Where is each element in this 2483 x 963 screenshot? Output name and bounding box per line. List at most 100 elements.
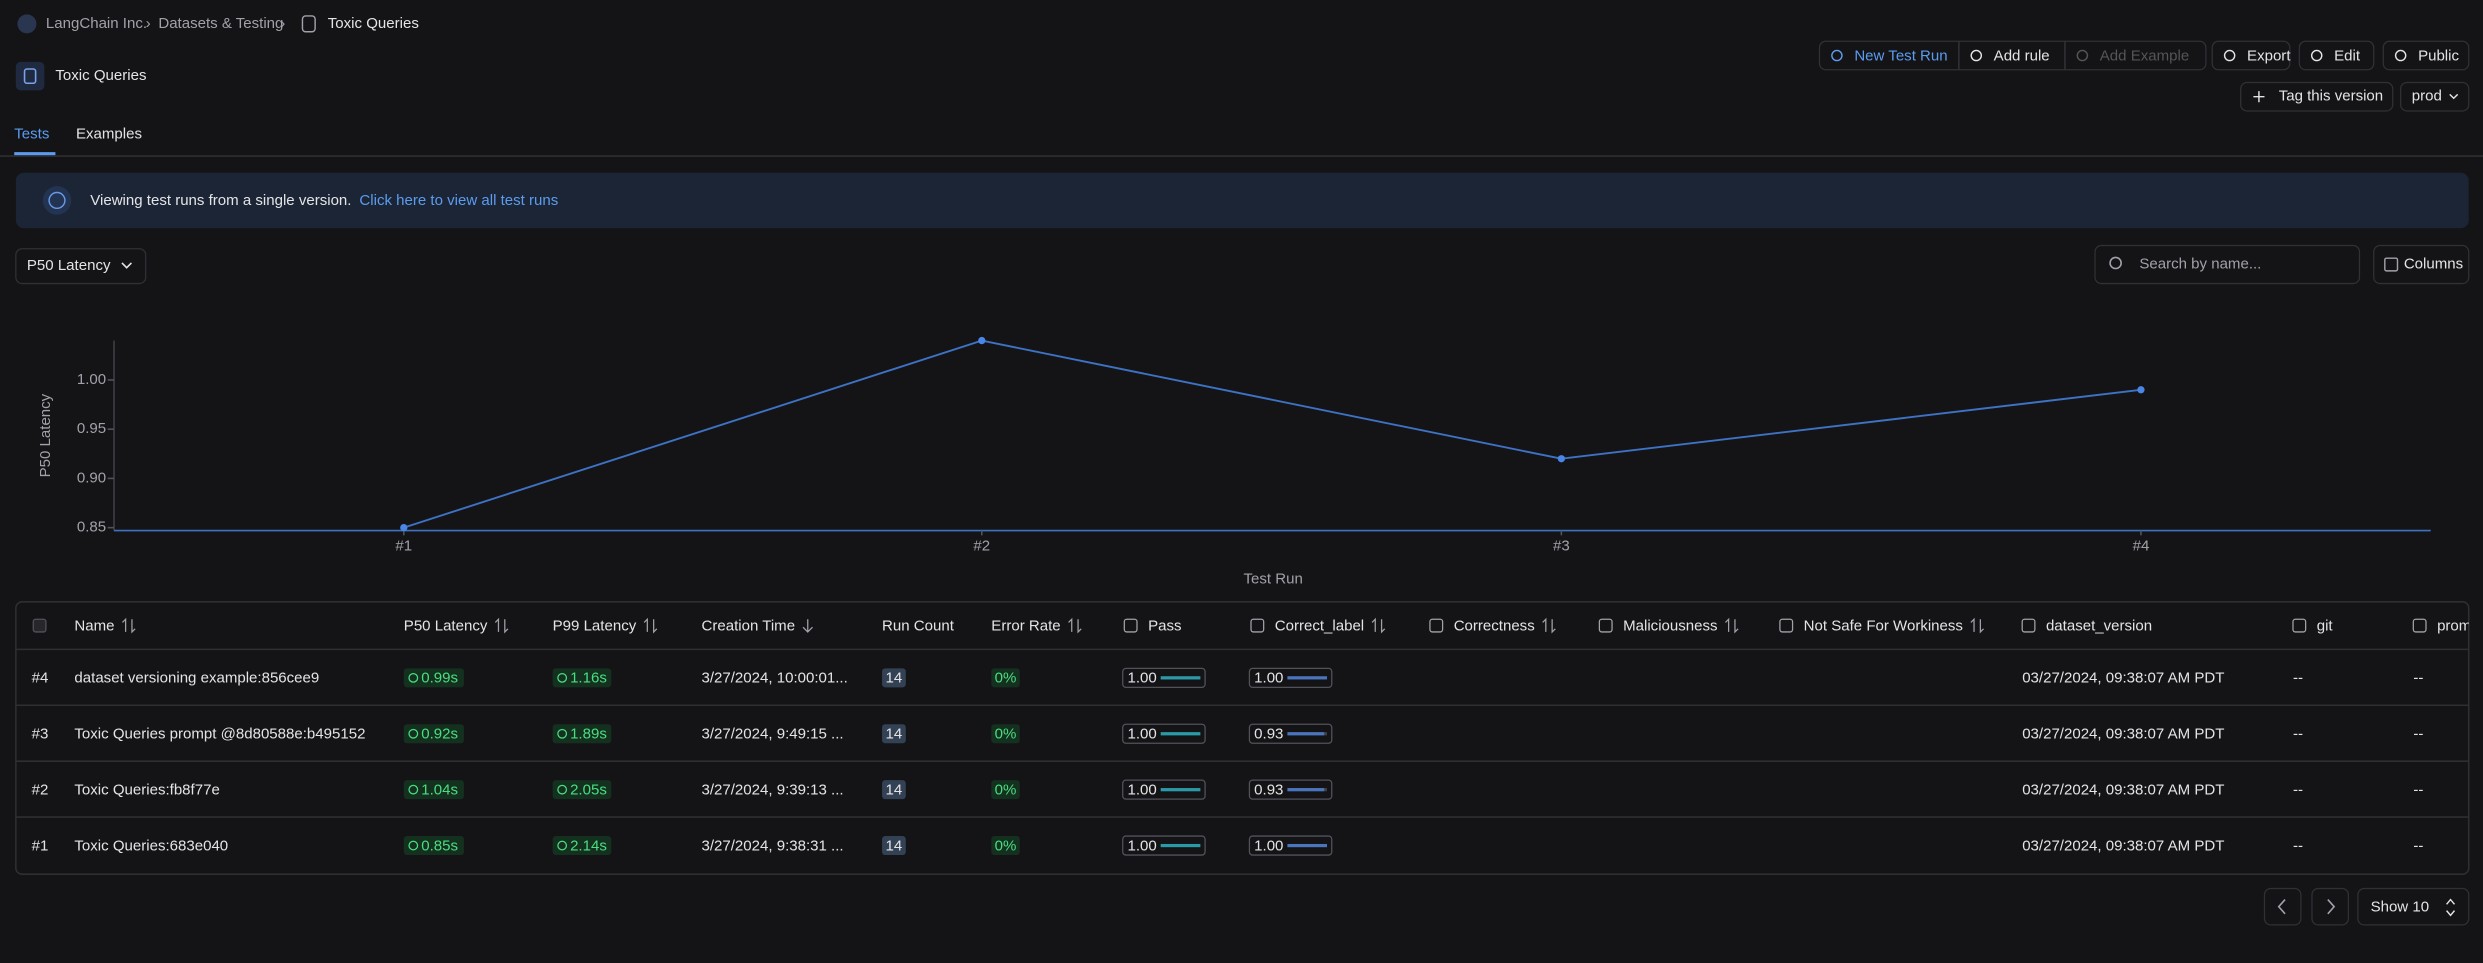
latency-badge <box>552 780 612 800</box>
column-icon <box>2292 618 2307 633</box>
page-arrow <box>2277 899 2286 915</box>
tag-select[interactable] <box>2400 81 2470 112</box>
chevron <box>121 262 132 269</box>
score-label: 1.00 <box>1127 781 1156 798</box>
page-button[interactable] <box>2263 887 2302 926</box>
column-header[interactable]: Pass <box>1148 617 1181 634</box>
table-body: Name P50 Latency P99 Latency Creation Time R… <box>15 617 2483 856</box>
run-count: 14 <box>886 726 903 743</box>
tag-button[interactable] <box>2240 81 2394 112</box>
column-header[interactable]: Correctness <box>1454 617 1535 634</box>
page-size[interactable] <box>2357 887 2470 926</box>
columns-label: Columns <box>2404 256 2463 273</box>
action-icon <box>1970 49 1983 62</box>
org-logo <box>17 14 37 34</box>
action-label[interactable]: Add rule <box>1994 47 2050 64</box>
sort-icon <box>1068 617 1082 634</box>
y-tick-label: 0.95 <box>77 420 106 437</box>
point <box>978 336 986 345</box>
tab[interactable]: Tests <box>14 126 49 143</box>
cell: -- <box>2413 837 2423 854</box>
column-header[interactable]: Maliciousness <box>1623 617 1717 634</box>
latency-value: 1.16s <box>570 670 607 687</box>
column-header[interactable]: Name <box>74 617 114 634</box>
banner-text: Viewing test runs from a single version. <box>90 192 351 209</box>
count-badge <box>882 724 906 744</box>
info-banner <box>15 172 2469 229</box>
score-box <box>1248 667 1333 688</box>
metric-select[interactable] <box>15 248 147 285</box>
run-count: 14 <box>886 670 903 687</box>
point <box>2137 386 2145 394</box>
separator: › <box>146 15 151 32</box>
cell: -- <box>2293 670 2303 687</box>
action-button[interactable] <box>2211 40 2291 71</box>
updown-icon <box>2446 898 2456 917</box>
column-header[interactable]: Creation Time <box>702 617 796 634</box>
latency-badge <box>403 836 464 856</box>
column-icon <box>1779 618 1794 633</box>
score-label: 0.93 <box>1254 781 1283 798</box>
x-tick-label: #3 <box>1553 537 1570 554</box>
columns-button[interactable] <box>2373 244 2470 285</box>
x-tick-label: #1 <box>395 537 412 554</box>
column-header[interactable]: Not Safe For Workiness <box>1804 617 1963 634</box>
score-bar <box>1160 788 1201 792</box>
cell: 03/27/2024, 09:38:07 AM PDT <box>2022 781 2224 798</box>
column-icon <box>1123 618 1138 633</box>
tag-button-label: Tag this version <box>2279 88 2383 105</box>
y-tick-label: 0.90 <box>77 469 106 486</box>
latency-value: 2.14s <box>570 837 607 854</box>
column-header[interactable]: dataset_version <box>2046 617 2152 634</box>
score-box <box>1248 835 1333 856</box>
search-box[interactable] <box>2094 244 2361 285</box>
action-icon <box>2310 49 2323 62</box>
column-header[interactable]: P50 Latency <box>404 617 488 634</box>
action-icon <box>2394 49 2407 62</box>
column-header[interactable]: Correct_label <box>1275 617 1364 634</box>
action-label[interactable]: Public <box>2418 47 2459 64</box>
cell: -- <box>2413 726 2423 743</box>
breadcrumb-item[interactable]: Datasets & Testing <box>158 15 283 32</box>
score-label: 1.00 <box>1254 670 1283 687</box>
action-icon <box>2223 49 2236 62</box>
x-tick-label: #4 <box>2133 537 2150 554</box>
score-label: 1.00 <box>1127 670 1156 687</box>
score-box <box>1122 667 1206 688</box>
sort-icon <box>1725 617 1739 634</box>
sort-icon <box>494 617 509 634</box>
action-label[interactable]: Export <box>2247 47 2291 64</box>
page-button[interactable] <box>2311 887 2350 926</box>
latency-badge <box>403 780 464 800</box>
column-header[interactable]: prompt <box>2437 617 2483 634</box>
checkbox[interactable] <box>32 618 47 633</box>
column-header[interactable]: P99 Latency <box>553 617 637 634</box>
action-button[interactable] <box>2382 40 2470 71</box>
clock-icon <box>557 784 568 795</box>
search-placeholder: Search by name... <box>2139 256 2261 273</box>
actions: New Test Run Add rule Add Example Export Edi… <box>1818 40 2470 112</box>
tab[interactable]: Examples <box>76 126 142 143</box>
cell: Toxic Queries prompt @8d80588e:b495152 <box>74 726 365 743</box>
count-badge <box>882 780 906 800</box>
error-rate: 0% <box>995 670 1017 687</box>
cell: #1 <box>32 837 49 854</box>
column-header[interactable]: Run Count <box>882 617 955 634</box>
banner-link[interactable]: Click here to view all test runs <box>359 192 558 209</box>
column-header[interactable]: git <box>2317 617 2334 634</box>
score-box <box>1122 835 1206 856</box>
dataset-icon <box>301 15 316 33</box>
error-badge <box>991 724 1020 744</box>
column-header[interactable]: Error Rate <box>991 617 1060 634</box>
title-icon-glyph <box>23 68 37 85</box>
cell: -- <box>2413 781 2423 798</box>
action-button[interactable] <box>2298 40 2375 71</box>
table-frame <box>15 601 2470 876</box>
latency-value: 0.92s <box>421 726 458 743</box>
column-icon <box>2021 618 2036 633</box>
cell: 3/27/2024, 9:38:31 ... <box>702 837 844 854</box>
breadcrumb-item[interactable]: LangChain Inc. <box>46 15 147 32</box>
action-label[interactable]: New Test Run <box>1854 47 1947 64</box>
action-label[interactable]: Edit <box>2334 47 2361 64</box>
score-box <box>1248 723 1333 744</box>
